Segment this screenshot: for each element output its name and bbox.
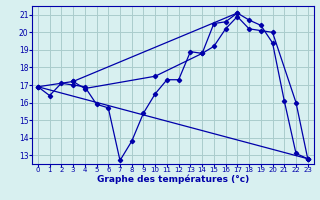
- X-axis label: Graphe des températures (°c): Graphe des températures (°c): [97, 175, 249, 184]
